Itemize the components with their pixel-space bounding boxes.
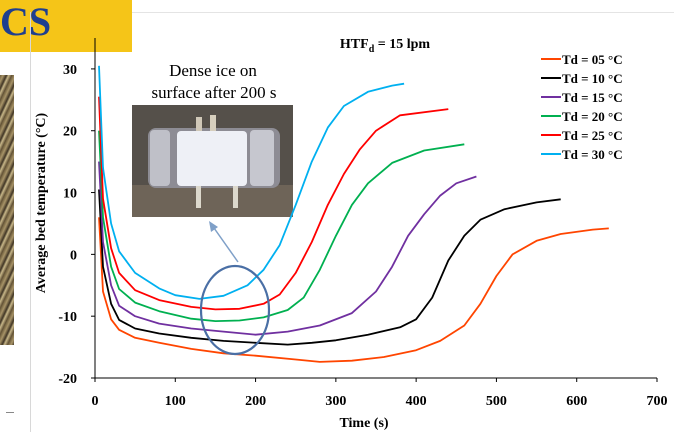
series-line-5 <box>98 96 449 311</box>
y-tick-label: 0 <box>70 248 77 263</box>
series-line-1 <box>98 217 609 363</box>
x-axis-label: Time (s) <box>339 416 388 431</box>
series-line-4 <box>98 130 465 322</box>
series-line-3 <box>98 161 477 336</box>
corner-mark <box>6 412 14 413</box>
series-line-2 <box>98 189 561 346</box>
x-tick-label: 600 <box>566 394 587 409</box>
x-tick-label: 300 <box>325 394 346 409</box>
inset-photo <box>132 105 293 217</box>
inset-ice-layer <box>177 131 247 186</box>
slide-title-box: CS <box>0 0 132 52</box>
y-tick-label: 20 <box>63 125 77 140</box>
legend-label-3: Td = 15 °C <box>562 90 623 105</box>
inset-photo-floor <box>132 185 293 217</box>
annotation-ellipse <box>199 264 271 356</box>
annotation-line-2: surface after 200 s <box>151 83 276 102</box>
y-tick-label: -20 <box>58 372 77 387</box>
x-tick-label: 700 <box>647 394 668 409</box>
top-line <box>132 12 674 13</box>
inset-flange-left <box>150 130 170 186</box>
legend-label-1: Td = 05 °C <box>562 52 623 67</box>
x-tick-label: 500 <box>486 394 507 409</box>
y-axis-label: Average bed temperature (°C) <box>34 112 49 293</box>
legend-label-5: Td = 25 °C <box>562 128 623 143</box>
legend-label-4: Td = 20 °C <box>562 109 623 124</box>
x-tick-label: 200 <box>245 394 266 409</box>
annotation-line-1: Dense ice on <box>169 61 257 80</box>
legend-label-6: Td = 30 °C <box>562 147 623 162</box>
side-photo <box>0 75 14 345</box>
divider-line <box>30 12 31 432</box>
slide-title: CS <box>0 0 52 44</box>
chart-title-subscript: d <box>369 44 375 55</box>
inset-flange-right <box>250 130 274 186</box>
inset-pipe-bottom-right <box>233 186 238 208</box>
y-tick-label: 10 <box>63 187 77 202</box>
x-tick-label: 100 <box>165 394 186 409</box>
chart-title: HTFd = 15 lpm <box>340 37 430 55</box>
inset-pipe-top-left <box>196 117 202 131</box>
chart-title-rest: = 15 lpm <box>374 37 430 52</box>
annotation-arrow-head <box>209 221 218 232</box>
series-line-6 <box>98 65 405 300</box>
y-tick-label: 30 <box>63 63 77 78</box>
inset-pipe-bottom-left <box>196 186 201 208</box>
inset-pipe-top-mid <box>210 115 216 131</box>
legend-label-2: Td = 10 °C <box>562 71 623 86</box>
annotation-arrow-line <box>213 227 239 263</box>
x-tick-label: 400 <box>406 394 427 409</box>
x-tick-label: 0 <box>92 394 99 409</box>
y-tick-label: -10 <box>58 310 77 325</box>
